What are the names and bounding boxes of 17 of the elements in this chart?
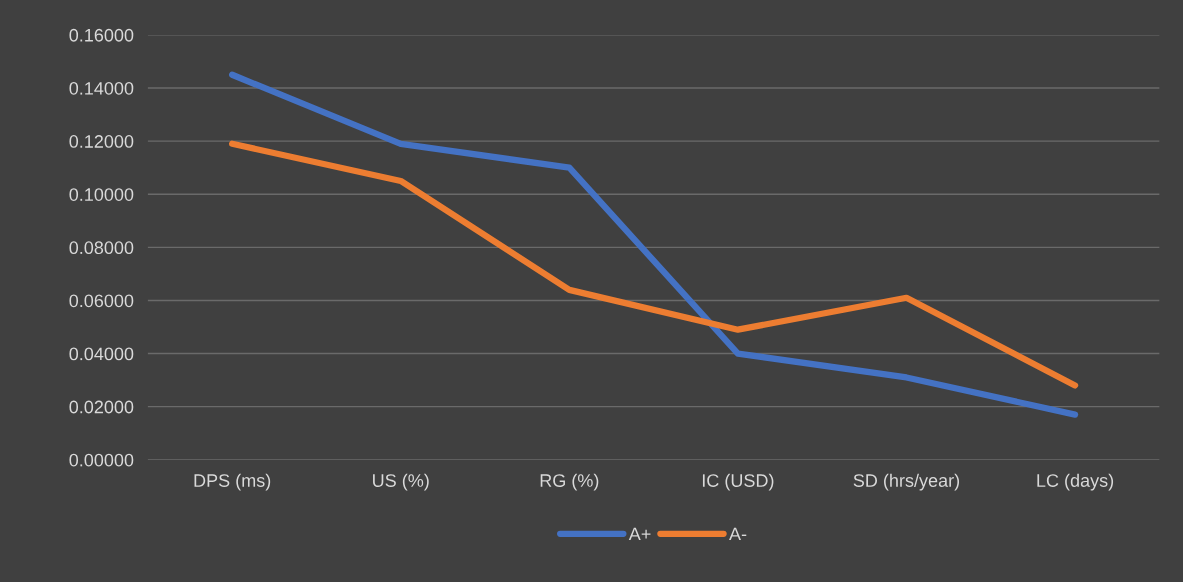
y-tick-label: 0.00000	[69, 453, 134, 467]
legend-label: A+	[628, 527, 651, 541]
x-tick-label: DPS (ms)	[194, 473, 271, 491]
y-tick-label: 0.06000	[69, 294, 134, 308]
y-tick-label: 0.16000	[69, 28, 134, 42]
legend-label: A-	[729, 527, 747, 541]
y-tick-label: 0.12000	[69, 135, 134, 148]
y-tick-label: 0.08000	[69, 241, 134, 255]
x-tick-label: SD (hrs/year)	[853, 473, 960, 491]
y-tick-label: 0.04000	[69, 347, 134, 361]
x-tick-label: US (%)	[373, 473, 429, 491]
x-tick-label: RG (%)	[540, 473, 599, 491]
y-tick-label: 0.10000	[69, 188, 134, 201]
x-tick-label: LC (days)	[1037, 473, 1114, 491]
y-tick-label: 0.14000	[69, 81, 134, 95]
y-tick-label: 0.02000	[69, 400, 134, 414]
x-tick-label: IC (USD)	[702, 473, 774, 491]
